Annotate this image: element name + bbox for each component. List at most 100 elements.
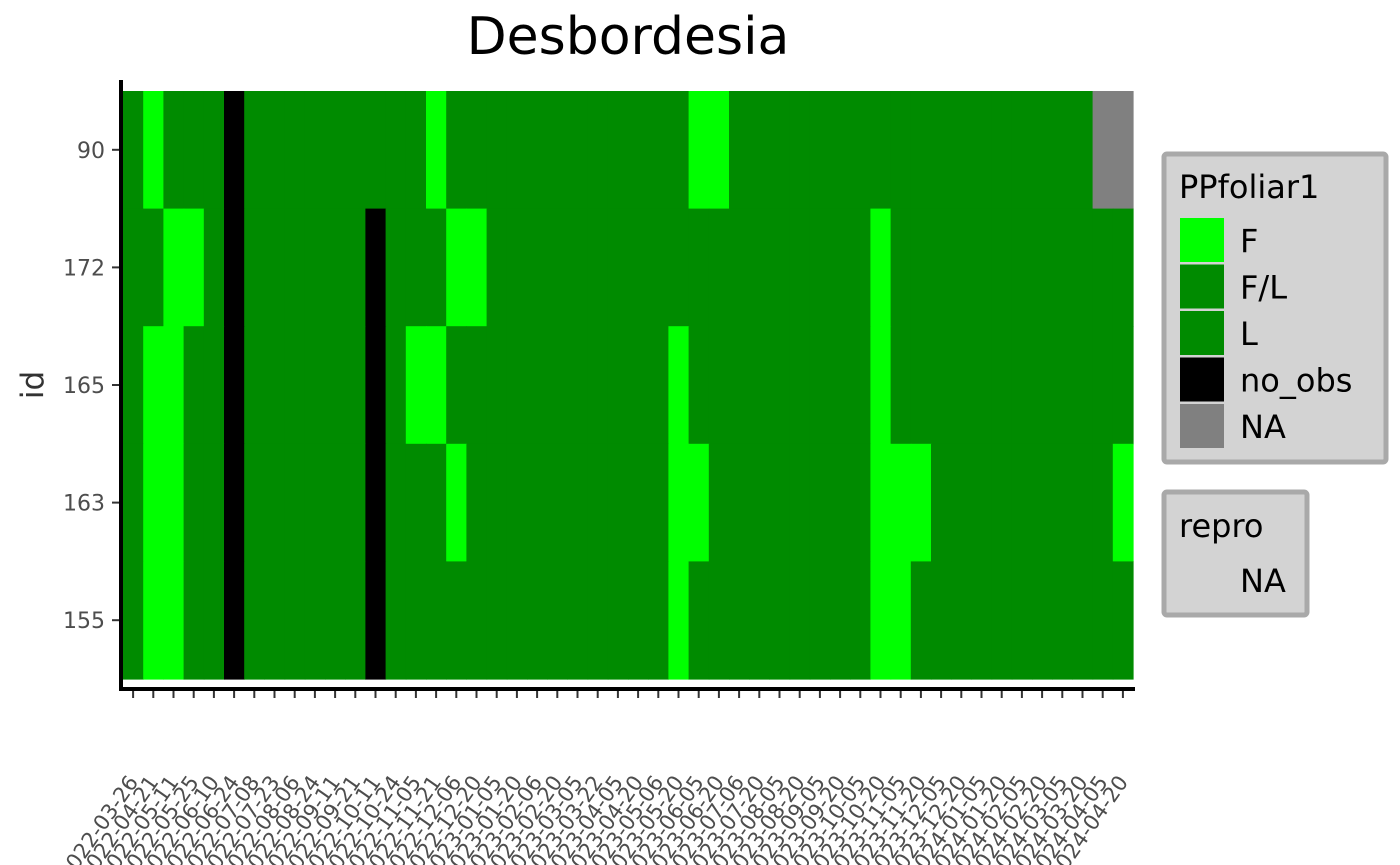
x-axis-ticks: 2022-03-262022-04-212022-05-112022-05-25…: [54, 691, 1133, 865]
heatmap-cell: [708, 443, 730, 562]
heatmap-cell: [648, 443, 669, 562]
heatmap-cell: [1032, 561, 1053, 680]
legend-label: no_obs: [1240, 362, 1352, 400]
heatmap-cell: [466, 561, 488, 680]
heatmap-cell: [325, 443, 346, 562]
heatmap-cell: [830, 561, 851, 680]
heatmap-cell: [426, 326, 447, 445]
heatmap-cell: [1112, 326, 1134, 445]
heatmap-cell: [365, 326, 387, 445]
heatmap-cell: [910, 91, 932, 210]
heatmap-cell: [527, 443, 548, 562]
heatmap-cell: [688, 91, 710, 210]
heatmap-cell: [264, 326, 286, 445]
heatmap-cell: [1112, 561, 1134, 680]
heatmap-cell: [749, 208, 770, 327]
heatmap-cell: [466, 91, 488, 210]
heatmap-cell: [143, 91, 164, 210]
heatmap-cell: [506, 443, 528, 562]
heatmap-cell: [951, 208, 972, 327]
heatmap-cell: [203, 443, 225, 562]
heatmap-cell: [749, 91, 770, 210]
heatmap-cell: [648, 91, 669, 210]
heatmap-cell: [244, 326, 265, 445]
heatmap-cell: [809, 443, 831, 562]
heatmap-cell: [486, 208, 508, 327]
legend-title: PPfoliar1: [1179, 168, 1319, 206]
heatmap-cell: [405, 326, 427, 445]
heatmap-cell: [830, 326, 851, 445]
heatmap-cell: [1032, 326, 1053, 445]
heatmap-cell: [304, 208, 326, 327]
heatmap-cell: [304, 443, 326, 562]
heatmap-cell: [1092, 561, 1114, 680]
heatmap-cell: [1072, 326, 1094, 445]
heatmap-cell: [284, 561, 306, 680]
heatmap-cell: [648, 561, 669, 680]
heatmap-cell: [426, 561, 447, 680]
heatmap-cell: [729, 91, 750, 210]
heatmap-cell: [1011, 561, 1033, 680]
heatmap-cell: [527, 561, 548, 680]
heatmap-cell: [809, 561, 831, 680]
heatmap-cell: [486, 326, 508, 445]
heatmap-cell: [446, 208, 467, 327]
heatmap-cell: [547, 443, 568, 562]
heatmap-cell: [850, 561, 871, 680]
heatmap-cell: [1092, 443, 1114, 562]
heatmap-cell: [264, 443, 286, 562]
heatmap-cell: [1092, 326, 1114, 445]
heatmap-cell: [143, 326, 164, 445]
heatmap-cell: [486, 443, 508, 562]
heatmap-cell: [931, 208, 952, 327]
heatmap-cell: [163, 326, 185, 445]
heatmap-cell: [466, 208, 488, 327]
heatmap-cell: [931, 561, 952, 680]
heatmap-cell: [1052, 561, 1073, 680]
heatmap-cell: [304, 561, 326, 680]
heatmap-cell: [931, 91, 952, 210]
heatmap-cell: [224, 443, 245, 562]
heatmap-cell: [244, 561, 265, 680]
heatmap-cell: [143, 561, 164, 680]
heatmap-cell: [931, 326, 952, 445]
heatmap-cell: [890, 561, 912, 680]
heatmap-cell: [809, 208, 831, 327]
heatmap-cell: [850, 326, 871, 445]
heatmap-cell: [284, 326, 306, 445]
heatmap-cell: [224, 208, 245, 327]
legend-box: [1161, 489, 1310, 618]
heatmap-cell: [1072, 208, 1094, 327]
heatmap-cell: [708, 561, 730, 680]
heatmap-cell: [304, 326, 326, 445]
heatmap-cell: [749, 443, 770, 562]
heatmap-cell: [607, 91, 629, 210]
heatmap-cell: [486, 91, 508, 210]
heatmap-cell: [587, 208, 609, 327]
heatmap-cell: [729, 443, 750, 562]
heatmap-cell: [385, 561, 407, 680]
heatmap-cell: [203, 326, 225, 445]
heatmap-cell: [123, 326, 144, 445]
heatmap-cell: [870, 326, 892, 445]
heatmap-cell: [224, 91, 245, 210]
heatmap-cell: [668, 443, 690, 562]
heatmap-cell: [587, 443, 609, 562]
heatmap-cell: [325, 326, 346, 445]
heatmap-cell: [648, 326, 669, 445]
legend-key: [1180, 357, 1224, 402]
heatmap-cell: [183, 561, 205, 680]
heatmap-cell: [506, 561, 528, 680]
heatmap-cell: [991, 561, 1013, 680]
heatmap-cell: [567, 561, 589, 680]
heatmap-cell: [749, 326, 770, 445]
heatmap-cell: [365, 208, 387, 327]
heatmap-cell: [506, 208, 528, 327]
heatmap-cell: [809, 326, 831, 445]
axes: [119, 80, 1135, 691]
heatmap-cell: [143, 443, 164, 562]
heatmap-cell: [951, 91, 972, 210]
heatmap-cell: [890, 91, 912, 210]
heatmap-cell: [668, 561, 690, 680]
heatmap-cell: [789, 326, 811, 445]
